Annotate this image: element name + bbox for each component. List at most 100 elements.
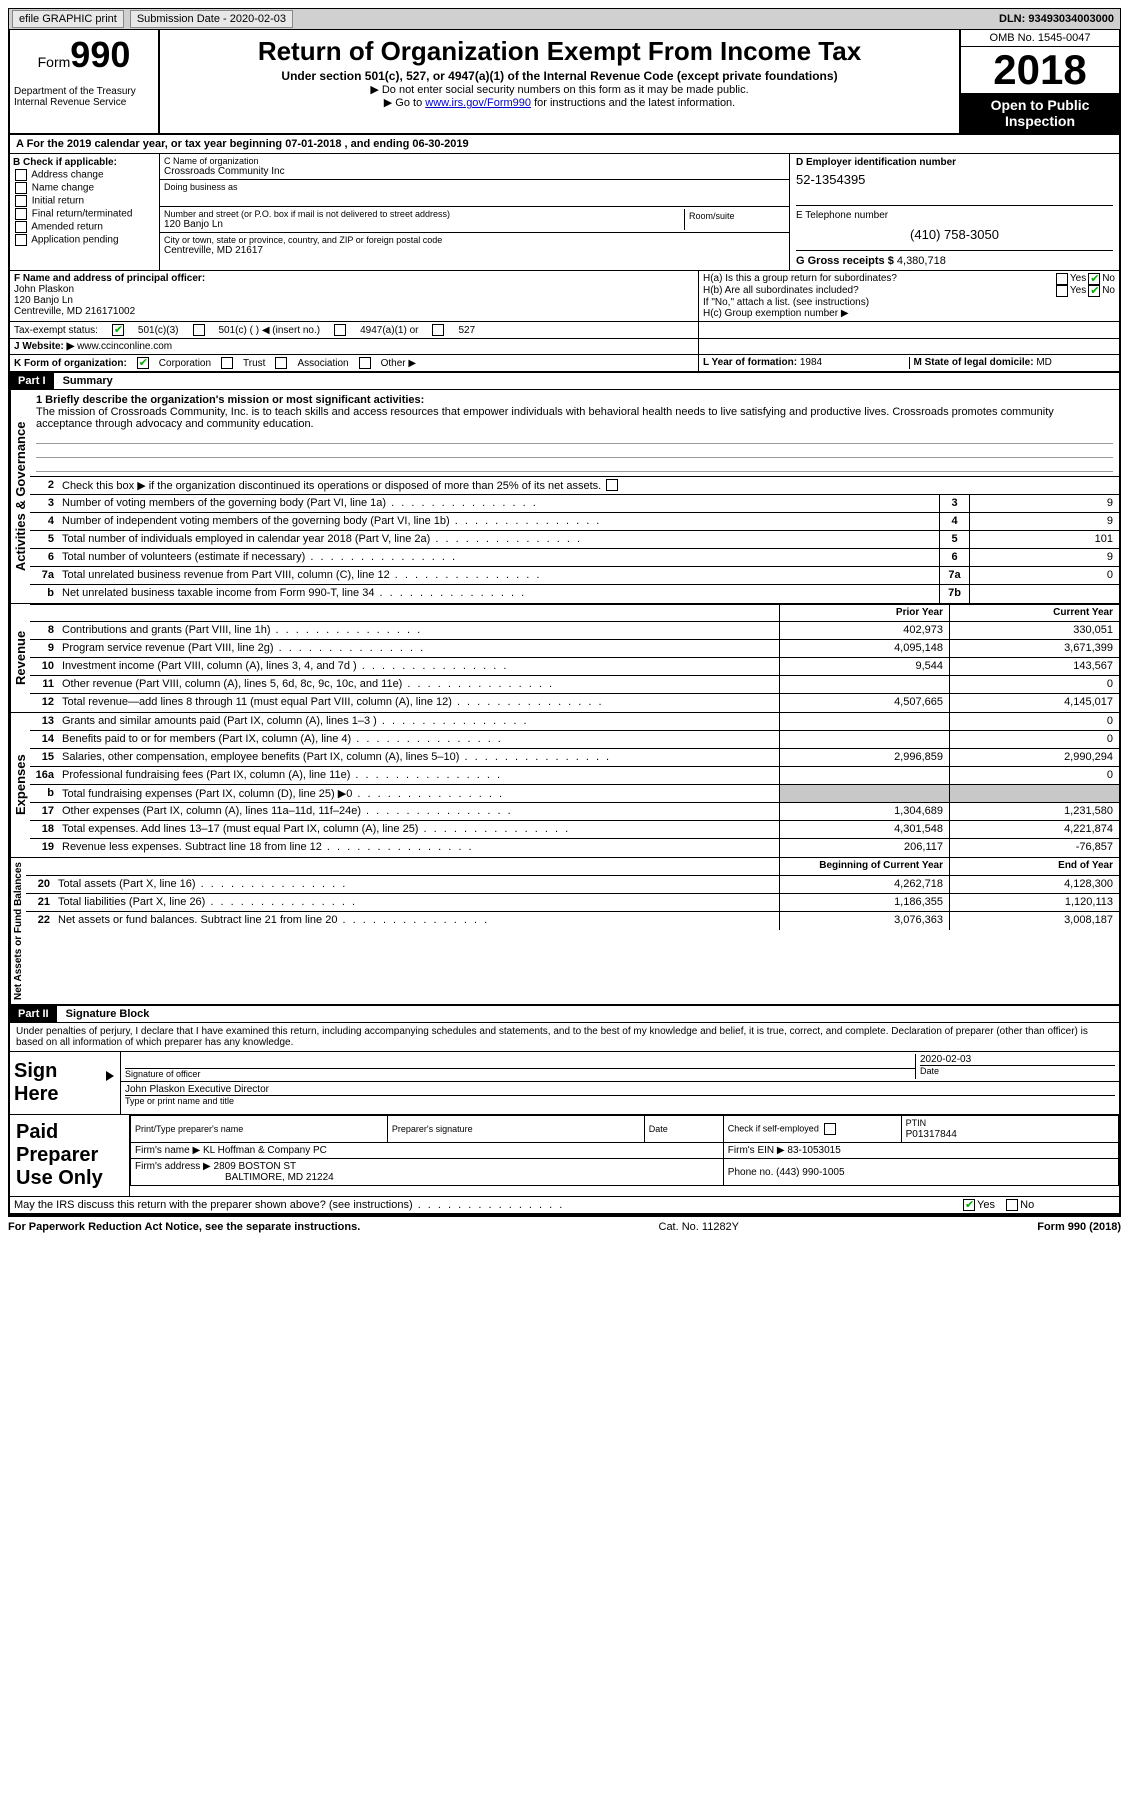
chk-501c3[interactable]: [112, 324, 124, 336]
year-box: OMB No. 1545-0047 2018 Open to Public In…: [959, 30, 1119, 133]
hb-no: No: [1102, 285, 1115, 297]
form990-link[interactable]: www.irs.gov/Form990: [425, 97, 531, 109]
chk-self-employed[interactable]: [824, 1123, 836, 1135]
chk-initial-return[interactable]: [15, 195, 27, 207]
prior-value: 4,262,718: [779, 876, 949, 893]
firm-city: BALTIMORE, MD 21224: [135, 1172, 334, 1183]
boxk-label: K Form of organization:: [14, 358, 127, 369]
line-box: 7b: [939, 585, 969, 603]
addr-label: Number and street (or P.O. box if mail i…: [164, 209, 684, 219]
prior-value: 9,544: [779, 658, 949, 675]
chk-corp[interactable]: [137, 357, 149, 369]
chk-527[interactable]: [432, 324, 444, 336]
phone-value: (443) 990-1005: [776, 1167, 844, 1178]
phone-label: Phone no.: [728, 1167, 776, 1178]
current-year-hdr: Current Year: [949, 605, 1119, 621]
line-text: Net assets or fund balances. Subtract li…: [54, 912, 779, 930]
line-value: 9: [969, 495, 1119, 512]
chk-trust[interactable]: [221, 357, 233, 369]
prior-value: [779, 731, 949, 748]
prior-year-hdr: Prior Year: [779, 605, 949, 621]
sig-date-label: Date: [920, 1065, 1115, 1076]
open-public-label: Open to Public Inspection: [961, 93, 1119, 133]
sign-here-row: Sign Here Signature of officer 2020-02-0…: [10, 1052, 1119, 1115]
line-text: Number of independent voting members of …: [58, 513, 939, 530]
prior-value: 4,301,548: [779, 821, 949, 838]
submission-date-button[interactable]: Submission Date - 2020-02-03: [130, 10, 293, 28]
line-text: Grants and similar amounts paid (Part IX…: [58, 713, 779, 730]
ha-yes: Yes: [1070, 273, 1086, 285]
ein-value: 52-1354395: [796, 172, 1113, 187]
chk-amended[interactable]: [15, 221, 27, 233]
ha-label: H(a) Is this a group return for subordin…: [703, 273, 1054, 285]
opt-trust: Trust: [243, 358, 265, 369]
prior-value: 206,117: [779, 839, 949, 857]
chk-discuss-yes[interactable]: [963, 1199, 975, 1211]
side-revenue: Revenue: [10, 604, 30, 712]
sig-officer-label: Signature of officer: [125, 1068, 915, 1079]
opt-pending: Application pending: [31, 235, 118, 246]
chk-ha-yes[interactable]: [1056, 273, 1068, 285]
omb-label: OMB No. 1545-0047: [961, 30, 1119, 47]
current-value: 143,567: [949, 658, 1119, 675]
line-box: 3: [939, 495, 969, 512]
current-value: 3,008,187: [949, 912, 1119, 930]
boxm-label: M State of legal domicile:: [914, 357, 1037, 368]
chk-final-return[interactable]: [15, 208, 27, 220]
chk-discuss-no[interactable]: [1006, 1199, 1018, 1211]
form-note-1: ▶ Do not enter social security numbers o…: [168, 83, 951, 96]
line-value: 9: [969, 513, 1119, 530]
gross-value: 4,380,718: [897, 255, 946, 267]
declaration-text: Under penalties of perjury, I declare th…: [10, 1023, 1119, 1052]
chk-assoc[interactable]: [275, 357, 287, 369]
chk-hb-yes[interactable]: [1056, 285, 1068, 297]
chk-pending[interactable]: [15, 234, 27, 246]
ptin-label: PTIN: [906, 1118, 927, 1128]
org-address: 120 Banjo Ln: [164, 219, 684, 230]
prior-value: 402,973: [779, 622, 949, 639]
opt-4947: 4947(a)(1) or: [360, 325, 418, 336]
dba-label: Doing business as: [164, 182, 785, 192]
line-value: [969, 585, 1119, 603]
line-text: Contributions and grants (Part VIII, lin…: [58, 622, 779, 639]
line-value: 0: [969, 567, 1119, 584]
line-box: 7a: [939, 567, 969, 584]
sig-date: 2020-02-03: [920, 1054, 1115, 1065]
chk-other[interactable]: [359, 357, 371, 369]
form-outer: Form990 Department of the Treasury Inter…: [8, 30, 1121, 1217]
name-label: C Name of organization: [164, 156, 785, 166]
current-value: 3,671,399: [949, 640, 1119, 657]
footer-mid: Cat. No. 11282Y: [659, 1221, 740, 1233]
opt-initial-return: Initial return: [32, 196, 84, 207]
sign-here-label: Sign Here: [10, 1052, 100, 1114]
chk-4947[interactable]: [334, 324, 346, 336]
chk-hb-no[interactable]: [1088, 285, 1100, 297]
efile-button[interactable]: efile GRAPHIC print: [12, 10, 124, 28]
chk-501c[interactable]: [193, 324, 205, 336]
current-value: 0: [949, 713, 1119, 730]
firm-name-label: Firm's name ▶: [135, 1145, 200, 1156]
note2-post: for instructions and the latest informat…: [531, 97, 735, 109]
prior-value: 1,304,689: [779, 803, 949, 820]
chk-name-change[interactable]: [15, 182, 27, 194]
part1-badge: Part I: [10, 373, 54, 389]
line-value: 101: [969, 531, 1119, 548]
part2-title: Signature Block: [60, 1006, 156, 1022]
prior-value: 1,186,355: [779, 894, 949, 911]
ein-label: D Employer identification number: [796, 157, 1113, 168]
part2-badge: Part II: [10, 1006, 57, 1022]
preparer-table: Print/Type preparer's name Preparer's si…: [130, 1115, 1119, 1186]
p-sig-label: Preparer's signature: [392, 1124, 473, 1134]
expenses-section: Expenses 13Grants and similar amounts pa…: [10, 713, 1119, 858]
end-year-hdr: End of Year: [949, 858, 1119, 875]
chk-q2[interactable]: [606, 479, 618, 491]
chk-address-change[interactable]: [15, 169, 27, 181]
hb-yes: Yes: [1070, 285, 1086, 297]
line-text: Net unrelated business taxable income fr…: [58, 585, 939, 603]
section-fh: F Name and address of principal officer:…: [10, 271, 1119, 322]
current-value: 0: [949, 767, 1119, 784]
website-label: J Website: ▶: [14, 341, 77, 352]
hb-note: If "No," attach a list. (see instruction…: [703, 297, 1115, 308]
opt-other: Other ▶: [381, 358, 416, 369]
chk-ha-no[interactable]: [1088, 273, 1100, 285]
